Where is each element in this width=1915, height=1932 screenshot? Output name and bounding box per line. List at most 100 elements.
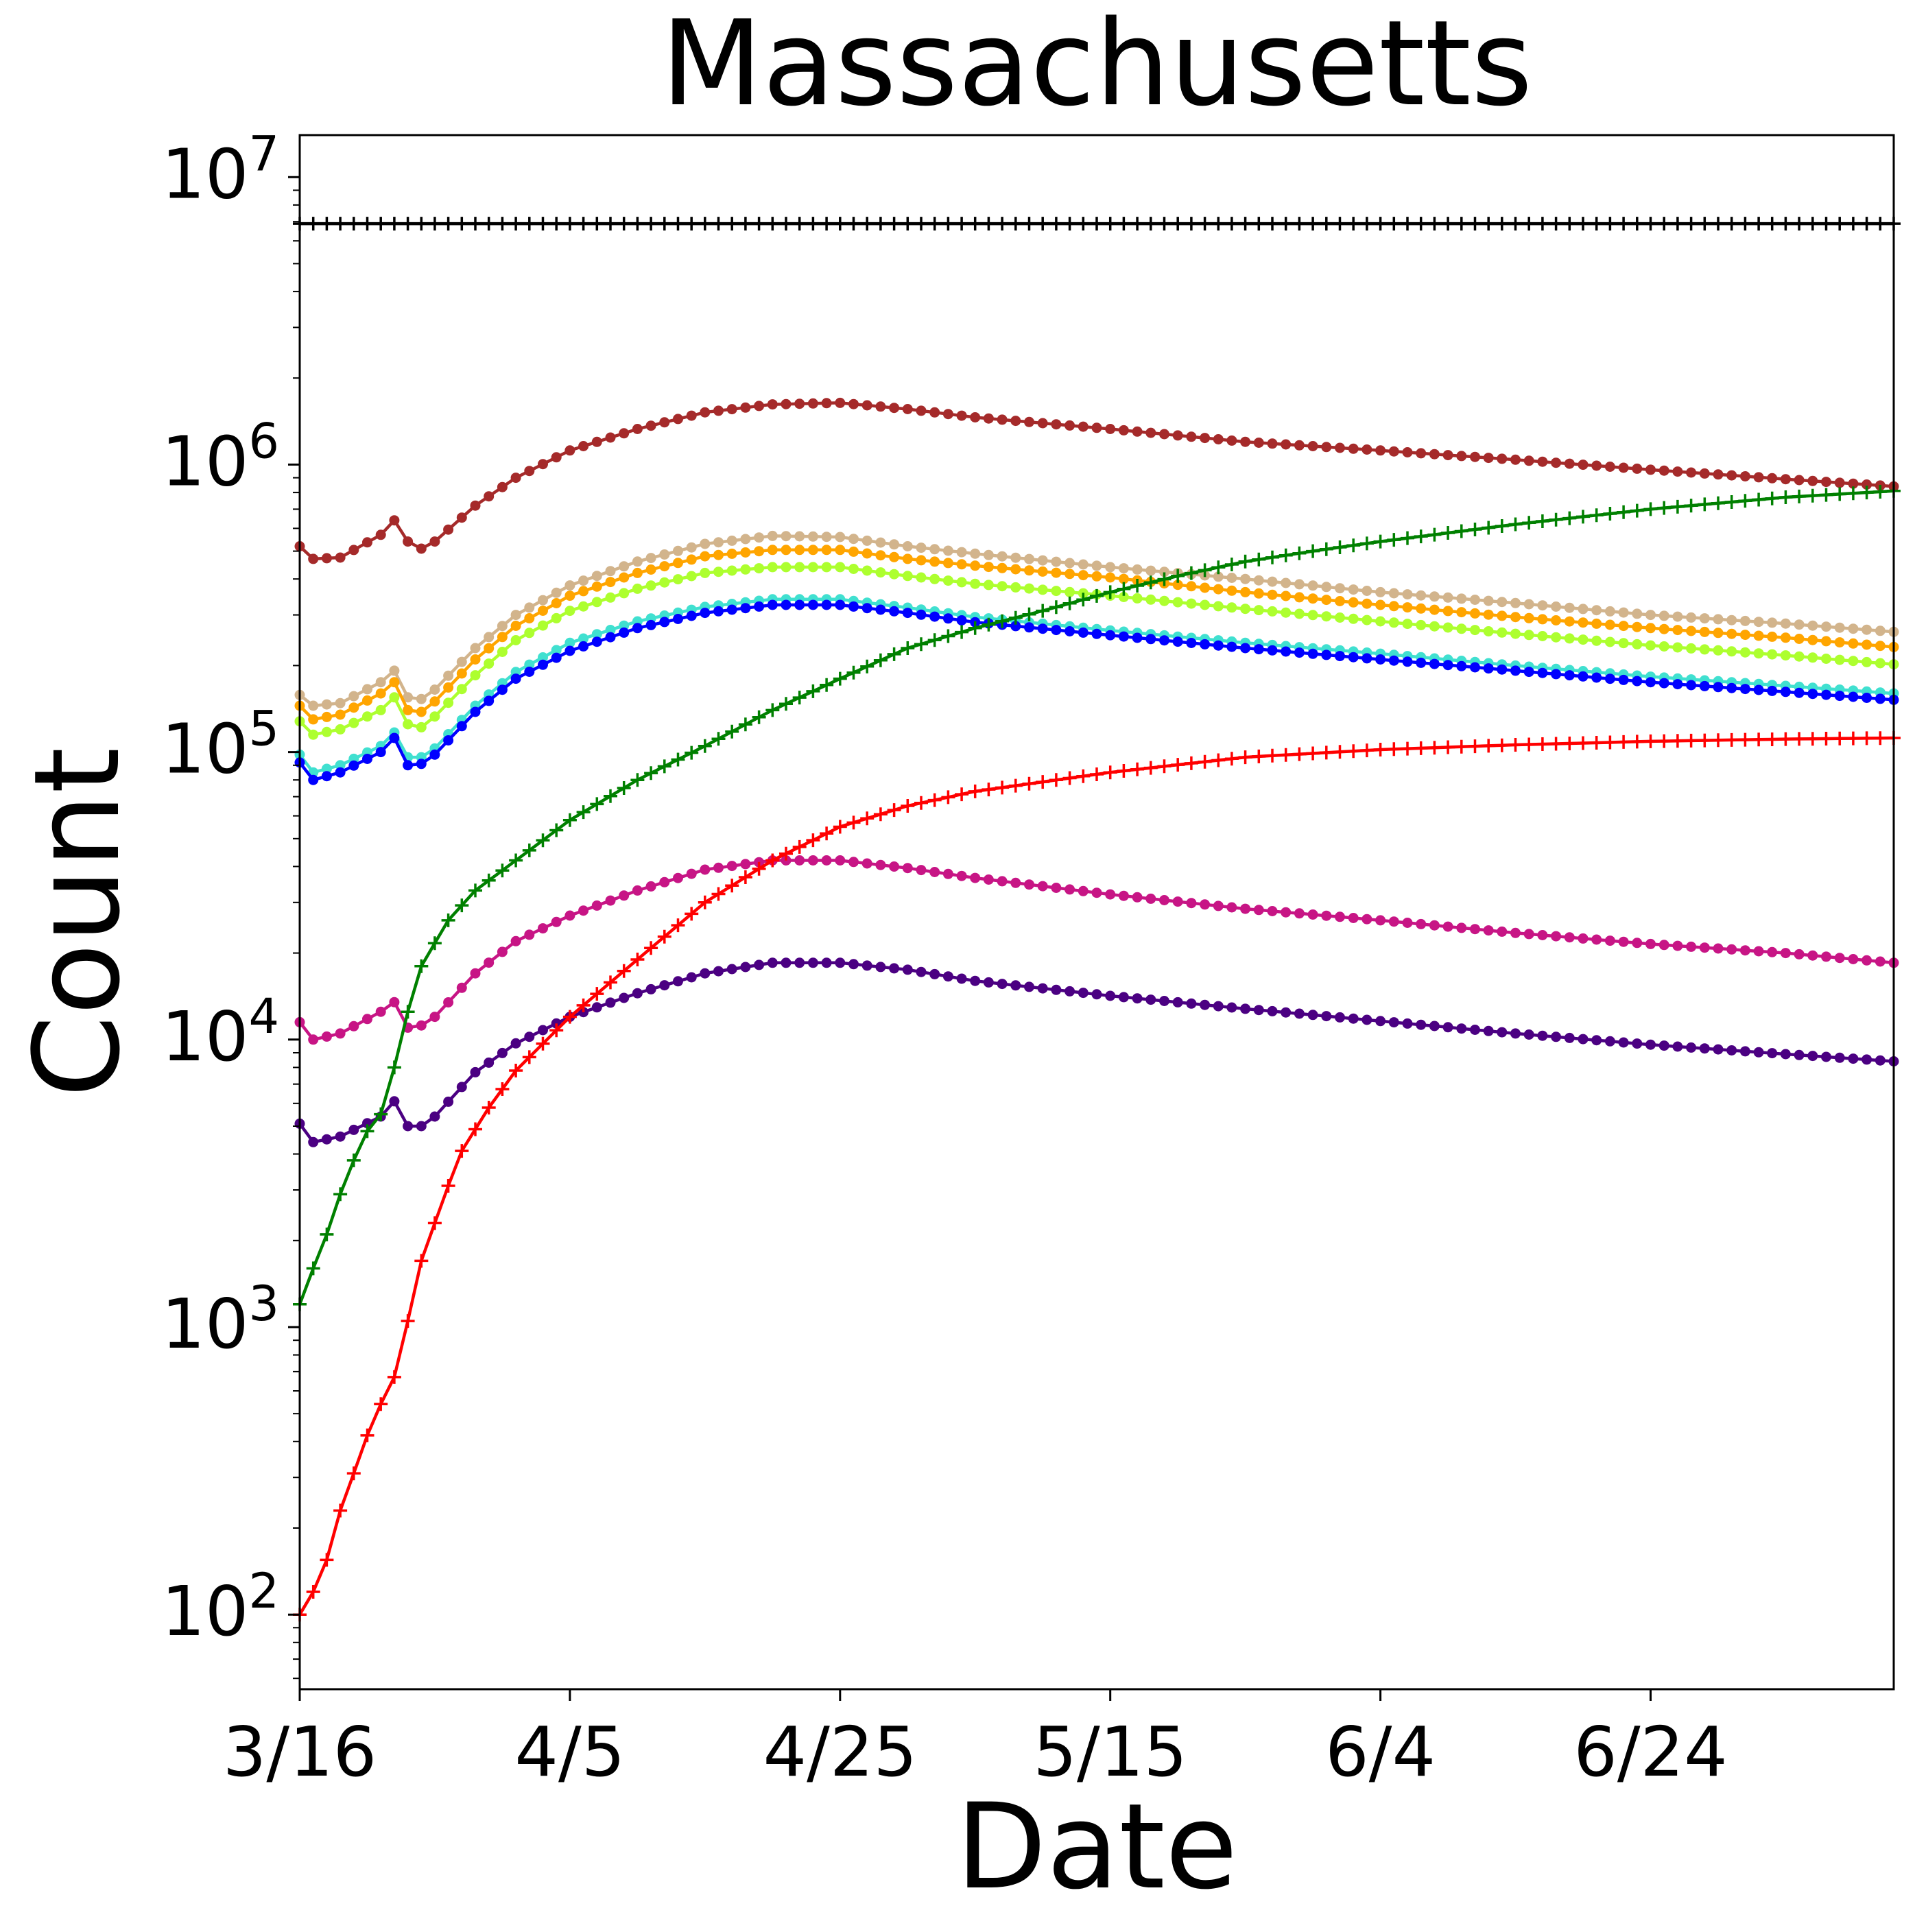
series-8-point-102: [1672, 1041, 1683, 1052]
series-0-point-21: [576, 217, 591, 231]
y-tick-labels: 102 103 104 105 106 107: [161, 126, 279, 1651]
series-3-point-100: [1645, 623, 1656, 634]
series-2-point-85: [1442, 592, 1453, 603]
series-7-point-6: [375, 1006, 386, 1017]
series-7-point-100: [1645, 938, 1656, 949]
series-9-point-32: [725, 724, 739, 739]
series-10-point-8: [401, 1314, 415, 1328]
series-7-point-101: [1658, 940, 1669, 951]
series-9-point-83: [1414, 529, 1428, 544]
series-3-point-13: [470, 654, 481, 665]
series-4-point-4: [348, 717, 359, 728]
series-3-point-7: [389, 677, 400, 688]
series-4-point-27: [659, 577, 670, 588]
series-1-point-43: [875, 401, 886, 412]
series-0-point-7: [387, 217, 401, 231]
series-0-point-106: [1724, 217, 1739, 231]
series-3-point-28: [673, 558, 683, 569]
series-2-point-75: [1307, 580, 1318, 591]
series-6-point-23: [605, 632, 616, 643]
series-7-point-62: [1132, 892, 1143, 903]
series-3-point-31: [713, 549, 724, 560]
series-10-point-38: [806, 833, 820, 848]
series-7-point-39: [821, 855, 832, 866]
series-7-point-33: [740, 859, 751, 870]
series-9-point-117: [1873, 485, 1888, 499]
series-1-point-13: [470, 500, 481, 511]
series-10-point-61: [1117, 764, 1131, 778]
series-10-point-95: [1576, 736, 1590, 750]
series-7-point-103: [1686, 941, 1697, 952]
series-8-point-94: [1564, 1032, 1575, 1043]
series-6-point-94: [1564, 670, 1575, 681]
series-5-point-18: [538, 652, 548, 663]
series-4-point-52: [997, 581, 1008, 592]
series-10-point-52: [995, 780, 1010, 795]
series-10-point-42: [860, 811, 875, 826]
series-6-point-106: [1726, 682, 1737, 693]
series-6-point-91: [1523, 667, 1534, 678]
series-8-point-27: [659, 980, 670, 991]
series-7-point-106: [1726, 944, 1737, 955]
series-6-point-33: [740, 603, 751, 614]
series-1-point-92: [1537, 456, 1548, 467]
series-3-point-107: [1739, 630, 1750, 641]
series-7-point-50: [970, 872, 981, 883]
series-0-point-63: [1143, 217, 1158, 231]
series-4-point-77: [1335, 612, 1345, 623]
series-1-point-107: [1739, 471, 1750, 481]
series-5-point-23: [605, 625, 616, 635]
series-9-point-68: [1211, 560, 1226, 575]
series-10-point-63: [1143, 761, 1158, 775]
series-7-point-32: [726, 861, 737, 872]
series-6-point-86: [1456, 660, 1467, 671]
series-6-point-42: [861, 603, 872, 614]
series-10-point-74: [1292, 747, 1307, 761]
series-3-point-93: [1551, 615, 1562, 625]
series-8-point-25: [632, 988, 643, 999]
series-2-point-23: [605, 566, 616, 577]
series-9-point-109: [1765, 491, 1779, 505]
series-10-point-50: [968, 784, 982, 798]
series-9: [293, 484, 1901, 1311]
series-1-point-69: [1226, 435, 1237, 446]
series-1-point-45: [902, 404, 913, 414]
series-8-point-105: [1713, 1044, 1724, 1055]
series-1-point-61: [1118, 425, 1129, 436]
series-9-point-56: [1049, 600, 1063, 615]
series-8-point-63: [1145, 994, 1156, 1005]
series-1-point-115: [1848, 478, 1859, 489]
series-10-point-86: [1454, 739, 1468, 754]
series-6-point-5: [362, 754, 372, 764]
series-10-point-72: [1265, 748, 1279, 763]
series-8-point-75: [1307, 1010, 1318, 1021]
series-4-point-113: [1821, 654, 1831, 664]
series-1-point-89: [1497, 453, 1508, 464]
series-4-point-112: [1807, 652, 1818, 663]
series-3-point-55: [1037, 566, 1048, 577]
series-1-point-2: [321, 553, 332, 564]
series-6-point-85: [1442, 660, 1453, 671]
series-3-point-48: [942, 558, 953, 569]
series-3-point-90: [1510, 612, 1521, 623]
series-2-point-64: [1159, 567, 1169, 577]
series-3-point-3: [335, 709, 346, 720]
series-4-point-3: [335, 724, 346, 735]
x-tick-label-1: 4/5: [514, 1712, 625, 1792]
series-2-point-86: [1456, 593, 1467, 604]
series-10-point-59: [1090, 767, 1104, 781]
series-6-point-3: [335, 767, 346, 778]
series-7-point-63: [1145, 893, 1156, 904]
series-0-point-98: [1617, 217, 1631, 231]
series-3-point-4: [348, 702, 359, 713]
series-0-point-29: [685, 217, 699, 231]
series-6-point-67: [1200, 639, 1211, 649]
series-1-point-80: [1375, 445, 1386, 456]
series-4-point-20: [564, 606, 575, 617]
series-3-point-70: [1240, 586, 1251, 597]
series-9-point-14: [481, 873, 496, 887]
series-8-point-83: [1416, 1019, 1427, 1030]
series-7-point-73: [1281, 907, 1292, 918]
series-8-point-64: [1159, 996, 1169, 1006]
series-10-point-92: [1535, 737, 1549, 751]
